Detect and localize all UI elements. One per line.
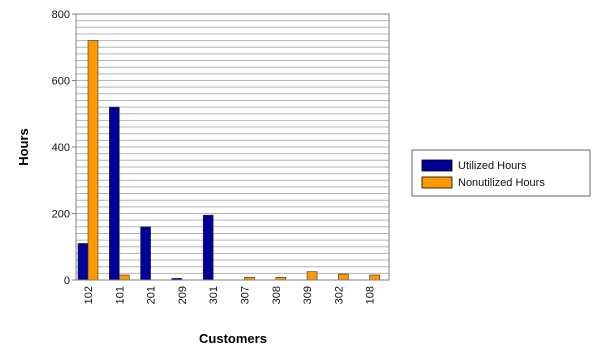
bar-nonutilized-102: [87, 40, 99, 281]
y-tick-label: 800: [52, 9, 70, 21]
bar-nonutilized-101: [119, 274, 130, 281]
x-tick-label: 108: [365, 286, 377, 304]
x-tick-label: 101: [114, 286, 126, 304]
y-axis-ticks: 0 200 400 600 800: [52, 9, 76, 287]
bar-utilized-201: [140, 226, 151, 281]
x-tick-label: 102: [83, 286, 95, 304]
legend-label-nonutilized: Nonutilized Hours: [458, 177, 545, 189]
bar-nonutilized-108: [369, 274, 381, 281]
legend-box: [411, 149, 591, 197]
x-tick-label: 301: [208, 286, 220, 304]
x-tick-label: 308: [271, 286, 283, 304]
x-tick-label: 309: [302, 286, 314, 304]
legend-label-utilized: Utilized Hours: [458, 160, 527, 172]
x-tick-label: 307: [240, 286, 252, 304]
legend-swatch-utilized: [421, 159, 453, 172]
bar-nonutilized-302: [338, 273, 349, 281]
x-tick-label: 201: [146, 286, 158, 304]
legend: Utilized Hours Nonutilized Hours: [411, 149, 591, 197]
y-tick-label: 200: [52, 209, 70, 221]
y-axis-title: Hours: [16, 128, 31, 166]
bar-utilized-102: [77, 243, 89, 281]
bar-utilized-101: [109, 106, 120, 281]
y-tick-label: 600: [52, 76, 70, 88]
x-axis-ticks: 102 101 201 209 301 307 308 309 302 108: [83, 286, 377, 304]
y-tick-label: 400: [52, 142, 70, 154]
bar-utilized-301: [202, 214, 214, 281]
grid-lines: [76, 20, 389, 274]
bar-nonutilized-309: [306, 271, 318, 281]
plot-border: [75, 13, 390, 281]
legend-swatch-nonutilized: [421, 176, 453, 189]
x-tick-label: 302: [333, 286, 345, 304]
y-tick-label: 0: [64, 275, 70, 287]
x-tick-label: 209: [177, 286, 189, 304]
x-axis-title: Customers: [199, 331, 267, 346]
